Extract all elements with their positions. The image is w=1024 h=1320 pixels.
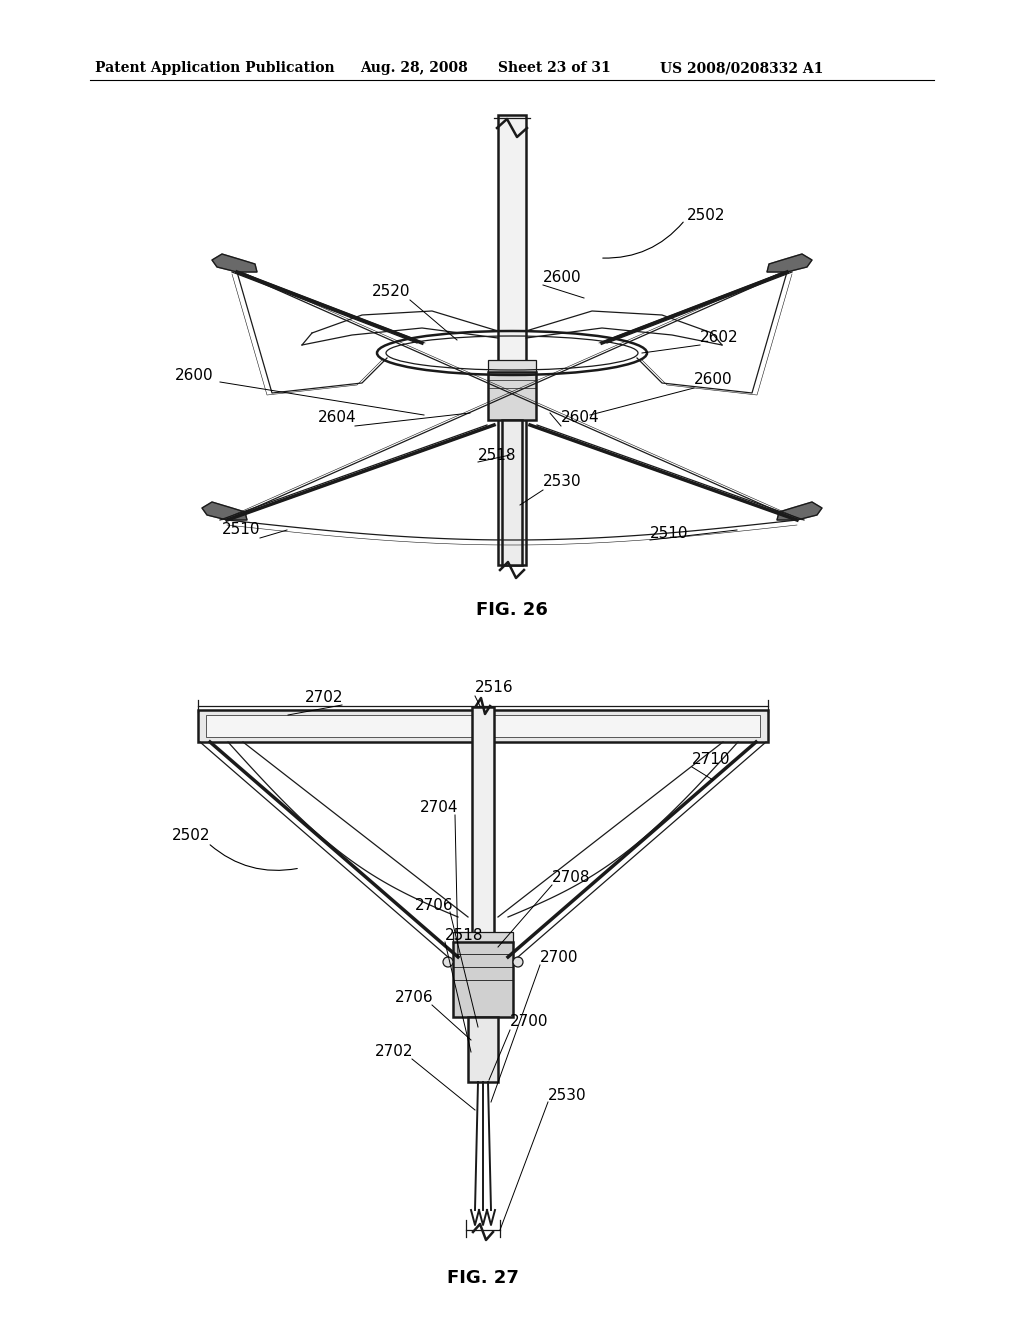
FancyBboxPatch shape xyxy=(453,932,513,944)
FancyBboxPatch shape xyxy=(453,942,513,1016)
Text: 2700: 2700 xyxy=(510,1015,549,1030)
Text: 2706: 2706 xyxy=(395,990,433,1006)
Polygon shape xyxy=(767,253,812,272)
Text: 2604: 2604 xyxy=(561,411,600,425)
FancyBboxPatch shape xyxy=(498,115,526,565)
Text: 2530: 2530 xyxy=(548,1088,587,1102)
Text: 2708: 2708 xyxy=(552,870,591,886)
Text: 2530: 2530 xyxy=(543,474,582,490)
Text: FIG. 26: FIG. 26 xyxy=(476,601,548,619)
Text: 2704: 2704 xyxy=(420,800,459,816)
Text: 2706: 2706 xyxy=(415,898,454,912)
Text: 2602: 2602 xyxy=(700,330,738,346)
Text: 2700: 2700 xyxy=(540,950,579,965)
Text: 2710: 2710 xyxy=(692,752,730,767)
Circle shape xyxy=(443,957,453,968)
Text: 2600: 2600 xyxy=(175,367,214,383)
Polygon shape xyxy=(212,253,257,272)
Text: 2518: 2518 xyxy=(478,447,516,462)
FancyBboxPatch shape xyxy=(488,372,536,420)
Text: 2510: 2510 xyxy=(222,523,260,537)
FancyBboxPatch shape xyxy=(468,1016,498,1082)
Text: 2702: 2702 xyxy=(305,690,343,705)
Text: 2604: 2604 xyxy=(318,411,356,425)
Polygon shape xyxy=(777,502,822,520)
Text: 2518: 2518 xyxy=(445,928,483,942)
Circle shape xyxy=(513,957,523,968)
Text: Sheet 23 of 31: Sheet 23 of 31 xyxy=(498,61,610,75)
Text: FIG. 27: FIG. 27 xyxy=(447,1269,519,1287)
FancyBboxPatch shape xyxy=(488,360,536,374)
Text: 2520: 2520 xyxy=(372,285,411,300)
Text: Patent Application Publication: Patent Application Publication xyxy=(95,61,335,75)
FancyBboxPatch shape xyxy=(502,420,522,565)
FancyBboxPatch shape xyxy=(198,710,768,742)
Text: 2702: 2702 xyxy=(375,1044,414,1060)
Text: 2502: 2502 xyxy=(687,207,725,223)
FancyBboxPatch shape xyxy=(472,708,494,1016)
Text: Aug. 28, 2008: Aug. 28, 2008 xyxy=(360,61,468,75)
Text: 2510: 2510 xyxy=(650,525,688,540)
Text: 2600: 2600 xyxy=(694,372,732,388)
Text: US 2008/0208332 A1: US 2008/0208332 A1 xyxy=(660,61,823,75)
FancyBboxPatch shape xyxy=(206,715,760,737)
Text: 2502: 2502 xyxy=(172,828,211,842)
Text: 2516: 2516 xyxy=(475,681,514,696)
Text: 2600: 2600 xyxy=(543,271,582,285)
Polygon shape xyxy=(202,502,247,520)
